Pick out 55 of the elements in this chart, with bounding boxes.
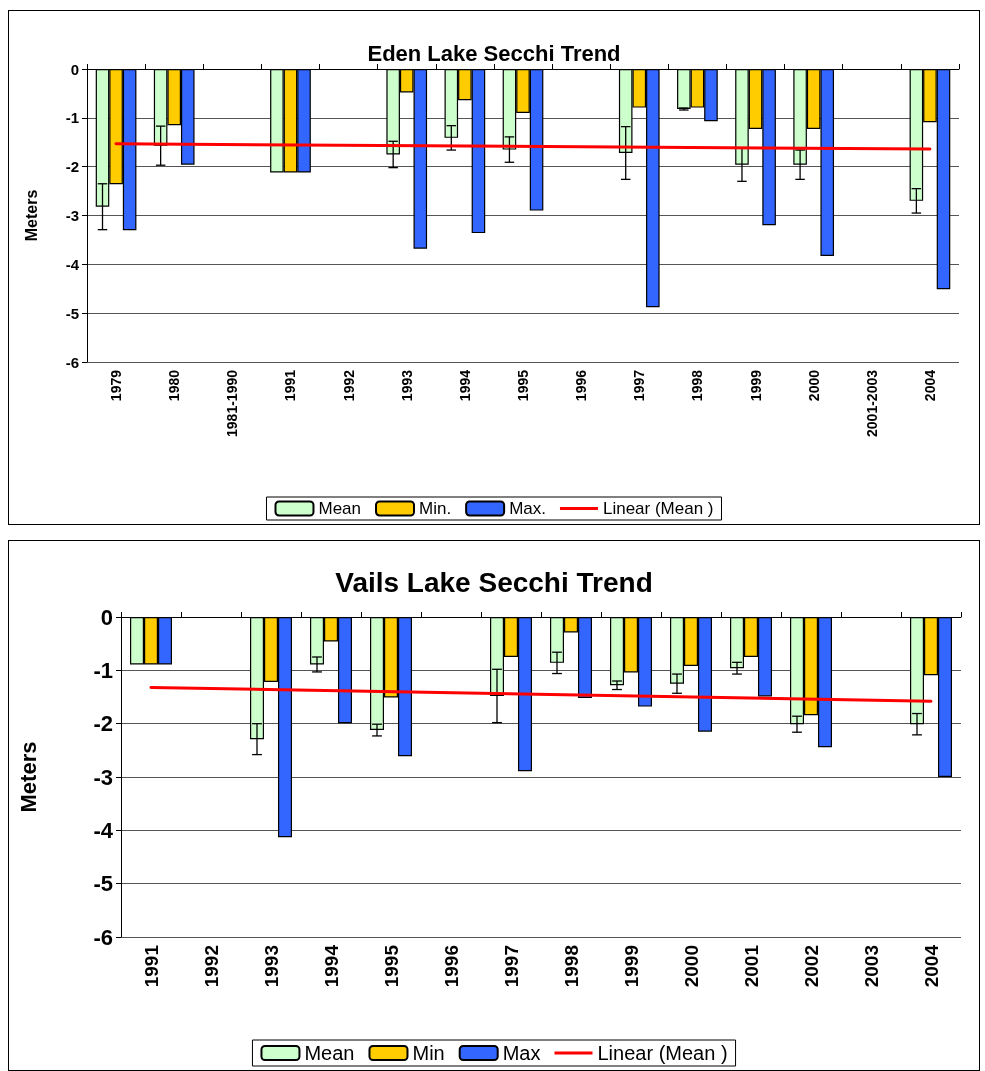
legend-label: Mean bbox=[304, 1042, 355, 1064]
y-tick-label: -2 bbox=[65, 158, 79, 176]
x-tick-label: 2004 bbox=[920, 944, 942, 988]
legend-label: Linear (Mean ) bbox=[597, 1042, 728, 1064]
x-tick-label: 2000 bbox=[805, 369, 822, 402]
y-tick-label: -5 bbox=[65, 304, 79, 322]
x-tick-label: 1979 bbox=[108, 369, 125, 402]
x-tick-label: 2002 bbox=[800, 945, 822, 988]
x-tick-label: 1998 bbox=[689, 369, 706, 402]
legend-label: Min. bbox=[419, 499, 452, 518]
x-tick-label: 2000 bbox=[680, 945, 702, 988]
x-tick-label: 1998 bbox=[560, 945, 582, 988]
x-tick-label: 1992 bbox=[340, 369, 357, 402]
y-axis-title: Meters bbox=[22, 189, 40, 242]
legend-label: Linear (Mean ) bbox=[602, 499, 714, 518]
legend-label: Max. bbox=[509, 499, 546, 518]
x-tick-label: 1991 bbox=[282, 369, 299, 402]
x-tick-label: 2001-2003 bbox=[863, 369, 880, 437]
x-tick-label: 1995 bbox=[380, 944, 402, 988]
y-tick-label: -6 bbox=[93, 924, 113, 950]
x-tick-label: 1980 bbox=[166, 369, 183, 402]
chart-title: Vails Lake Secchi Trend bbox=[335, 566, 653, 598]
y-tick-label: 0 bbox=[70, 60, 79, 78]
x-tick-label: 1995 bbox=[515, 369, 531, 402]
y-tick-label: -3 bbox=[93, 764, 113, 790]
legend-label: Max bbox=[502, 1042, 541, 1064]
x-tick-label: 1993 bbox=[398, 369, 415, 402]
x-tick-label: 1999 bbox=[747, 369, 764, 402]
y-tick-label: -4 bbox=[65, 255, 80, 273]
x-tick-label: 1996 bbox=[440, 945, 462, 988]
y-axis-title: Meters bbox=[15, 741, 41, 813]
y-tick-label: -3 bbox=[65, 207, 79, 224]
x-tick-label: 1994 bbox=[320, 944, 342, 988]
y-tick-label: -4 bbox=[93, 817, 114, 843]
x-tick-label: 1992 bbox=[200, 945, 222, 988]
x-tick-label: 2004 bbox=[921, 369, 938, 402]
y-tick-label: -5 bbox=[93, 871, 113, 897]
x-tick-label: 2001 bbox=[740, 944, 762, 988]
x-tick-label: 1999 bbox=[620, 945, 642, 988]
x-tick-label: 1997 bbox=[631, 369, 648, 402]
x-tick-label: 1991 bbox=[140, 944, 162, 988]
y-tick-label: -2 bbox=[93, 711, 113, 737]
x-tick-label: 1996 bbox=[573, 369, 590, 402]
y-tick-label: 0 bbox=[100, 604, 113, 630]
y-tick-label: -1 bbox=[93, 657, 113, 683]
legend-label: Mean bbox=[318, 499, 362, 518]
y-tick-label: -6 bbox=[65, 353, 79, 371]
x-tick-label: 1993 bbox=[260, 945, 282, 988]
x-tick-label: 2003 bbox=[860, 945, 882, 988]
y-tick-label: -1 bbox=[65, 109, 79, 127]
chart-title: Eden Lake Secchi Trend bbox=[367, 40, 621, 66]
x-tick-label: 1997 bbox=[500, 945, 522, 988]
x-tick-label: 1994 bbox=[456, 369, 473, 402]
legend-label: Min bbox=[412, 1042, 445, 1064]
x-tick-label: 1981-1990 bbox=[224, 369, 241, 437]
